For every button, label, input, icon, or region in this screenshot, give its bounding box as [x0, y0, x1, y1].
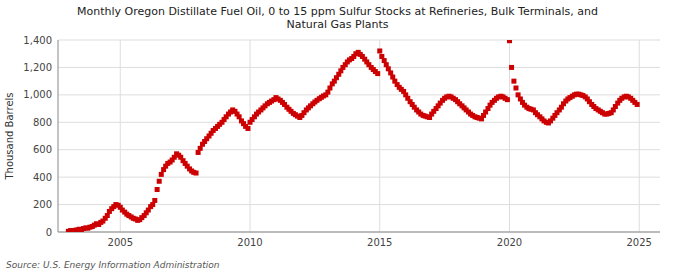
y-tick-label: 1,200	[23, 62, 52, 73]
grid	[58, 40, 660, 232]
point	[513, 86, 518, 91]
chart: Monthly Oregon Distillate Fuel Oil, 0 to…	[0, 0, 675, 275]
x-tick-label: 2005	[108, 237, 133, 248]
point	[375, 71, 380, 76]
point	[505, 97, 510, 102]
y-tick-label: 800	[33, 117, 52, 128]
title-line: Monthly Oregon Distillate Fuel Oil, 0 to…	[77, 5, 598, 18]
title-line: Natural Gas Plants	[286, 18, 388, 31]
point	[159, 172, 164, 177]
point	[507, 40, 512, 43]
x-tick-label: 2010	[237, 237, 262, 248]
point	[157, 179, 162, 184]
points	[66, 40, 640, 232]
y-tick-label: 1,000	[23, 89, 52, 100]
point	[194, 171, 199, 176]
x-axis-line	[58, 232, 660, 233]
y-axis-line	[58, 40, 59, 232]
source-note: Source: U.S. Energy Information Administ…	[6, 260, 220, 270]
y-tick-label: 0	[46, 227, 52, 238]
y-axis-label: Thousand Barrels	[4, 92, 15, 180]
x-tick-label: 2020	[497, 237, 522, 248]
x-grid-line	[250, 40, 251, 232]
point	[635, 102, 640, 107]
x-grid-line	[639, 40, 640, 232]
point	[377, 48, 382, 53]
point	[511, 79, 516, 84]
y-grid-line	[58, 177, 660, 178]
y-grid-line	[58, 232, 660, 233]
y-grid-line	[58, 40, 660, 41]
x-tick-label: 2015	[367, 237, 392, 248]
x-tick-label: 2025	[627, 237, 652, 248]
title: Monthly Oregon Distillate Fuel Oil, 0 to…	[77, 5, 598, 31]
y-tick-label: 400	[33, 172, 52, 183]
point	[155, 187, 160, 192]
x-grid-line	[379, 40, 380, 232]
point	[245, 126, 250, 131]
point	[509, 65, 514, 70]
y-grid-line	[58, 149, 660, 150]
y-grid-line	[58, 122, 660, 123]
y-grid-line	[58, 67, 660, 68]
y-tick-label: 200	[33, 199, 52, 210]
y-tick-label: 1,400	[23, 35, 52, 46]
y-tick-label: 600	[33, 144, 52, 155]
chart-container: Monthly Oregon Distillate Fuel Oil, 0 to…	[0, 0, 675, 275]
point	[152, 198, 157, 203]
